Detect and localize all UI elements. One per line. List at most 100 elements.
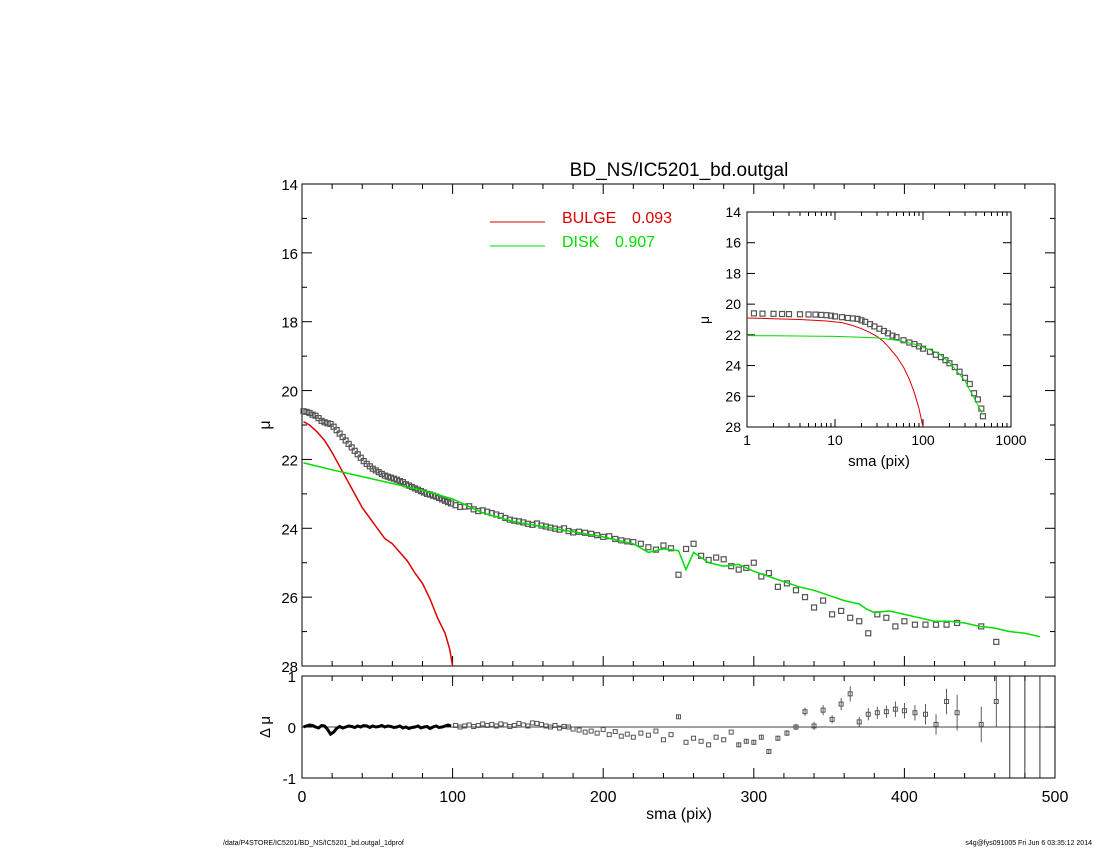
inset-y-tick-label: 26	[725, 388, 741, 404]
main-disk-line	[303, 462, 1041, 638]
inset-disk-line	[746, 335, 984, 415]
residual-dense-line	[303, 723, 452, 737]
residual-data-point	[480, 721, 486, 727]
residual-data-point	[713, 734, 719, 740]
x-tick-label: 200	[590, 789, 617, 806]
inset-data-point	[759, 310, 766, 317]
residual-data-point	[557, 725, 563, 731]
footer-timestamp: s4g@fys091005 Fri Jun 6 03:35:12 2014	[965, 840, 1092, 847]
residual-data-point	[901, 708, 907, 714]
inset-y-tick-label: 16	[725, 235, 741, 251]
inset-y-tick-label: 24	[725, 358, 741, 374]
residual-data-point	[993, 699, 999, 704]
inset-data-point	[785, 311, 793, 318]
x-axis-label: sma (pix)	[646, 806, 712, 823]
legend-disk-label: DISK	[562, 234, 600, 251]
residual-data-point	[511, 722, 517, 728]
residual-data-point	[624, 731, 630, 737]
inset-x-axis-label: sma (pix)	[848, 453, 910, 470]
main-data-point	[720, 556, 727, 563]
inset-data-point	[831, 313, 839, 320]
residual-data-point	[847, 691, 853, 697]
main-data-point	[819, 597, 827, 604]
residual-data-point	[978, 721, 984, 727]
inset-data-point	[750, 310, 758, 317]
inset-y-tick-label: 14	[725, 204, 741, 220]
residual-data-point	[552, 722, 558, 728]
residual-data-point	[588, 728, 594, 734]
residual-y-tick-label: 1	[288, 669, 296, 686]
main-data-point	[932, 621, 940, 628]
residual-data-point	[630, 734, 636, 740]
legend-bulge-value: 0.093	[632, 210, 672, 227]
inset-y-tick-label: 22	[725, 327, 741, 343]
residual-data-point	[766, 748, 772, 754]
inset-data-point	[966, 380, 973, 388]
main-y-ticks: 14 16 18 20 22 24 26 28	[281, 177, 1056, 676]
main-bulge-line	[303, 420, 454, 667]
inset-axes-ticks: 14 16 18 20 22 24 26 281 10 100 1000	[725, 204, 1026, 448]
inset-data-point	[889, 332, 896, 339]
residual-data-point	[691, 735, 697, 741]
residual-data-point	[683, 739, 689, 745]
inset-data-point	[946, 360, 953, 367]
main-data-point	[743, 564, 750, 571]
main-y-tick-label: 20	[281, 384, 298, 401]
inset-data-point	[778, 310, 786, 318]
main-data-point	[667, 545, 675, 552]
main-data-point	[675, 571, 682, 578]
residual-data-point	[743, 738, 749, 744]
x-tick-label: 400	[891, 789, 918, 806]
main-data-point	[792, 587, 800, 594]
residual-data-point	[802, 709, 808, 715]
residual-data-point	[728, 729, 734, 735]
main-data-point	[901, 618, 908, 625]
main-data-point	[993, 638, 1000, 646]
residual-data-point	[856, 719, 862, 725]
inset-series-group	[746, 310, 987, 428]
inset-x-tick-label: 1	[743, 432, 751, 448]
main-data-point	[856, 618, 863, 625]
main-data-point	[847, 614, 854, 621]
residual-data-point	[838, 701, 844, 707]
residual-data-point	[660, 737, 666, 743]
inset-data-point	[926, 348, 934, 355]
residual-data-point	[507, 723, 513, 729]
main-series-group	[300, 408, 1041, 667]
inset-y-axis-label: μ	[696, 316, 712, 324]
main-data-point	[838, 607, 845, 615]
residual-data-point	[793, 724, 799, 730]
residual-data-point	[484, 722, 490, 728]
x-tick-label: 300	[740, 789, 767, 806]
x-tick-label: 100	[439, 789, 466, 806]
inset-data-point	[893, 334, 900, 341]
main-data-point	[645, 544, 652, 551]
residual-data-point	[547, 724, 553, 730]
inset-x-tick-label: 1000	[995, 432, 1026, 448]
main-data-point	[713, 554, 720, 561]
residual-data-point	[561, 723, 567, 729]
main-y-tick-label: 26	[281, 590, 298, 607]
legend-disk-value: 0.907	[615, 234, 655, 251]
residual-data-point	[502, 722, 508, 728]
residual-data-point	[594, 730, 600, 736]
residual-data-point	[570, 726, 576, 732]
footer-file-path: /data/P4STORE/IC5201/BD_NS/IC5201_bd.out…	[223, 840, 404, 847]
residual-data-point	[784, 730, 790, 736]
main-data-point	[774, 583, 781, 590]
residual-data-point	[466, 722, 472, 728]
inset-data-point	[858, 317, 865, 324]
residual-data-point	[865, 711, 871, 717]
inset-data-point	[827, 312, 835, 319]
main-data-point	[765, 569, 772, 577]
inset-bulge-line	[746, 317, 924, 428]
residual-data-point	[612, 729, 618, 735]
residual-data-point	[529, 720, 535, 726]
residual-data-point	[829, 716, 835, 722]
residual-data-point	[944, 699, 950, 704]
residual-data-point	[638, 730, 644, 736]
chart-title: BD_NS/IC5201_bd.outgal	[570, 160, 789, 181]
residual-data-point	[954, 710, 960, 716]
main-data-point	[829, 611, 836, 618]
